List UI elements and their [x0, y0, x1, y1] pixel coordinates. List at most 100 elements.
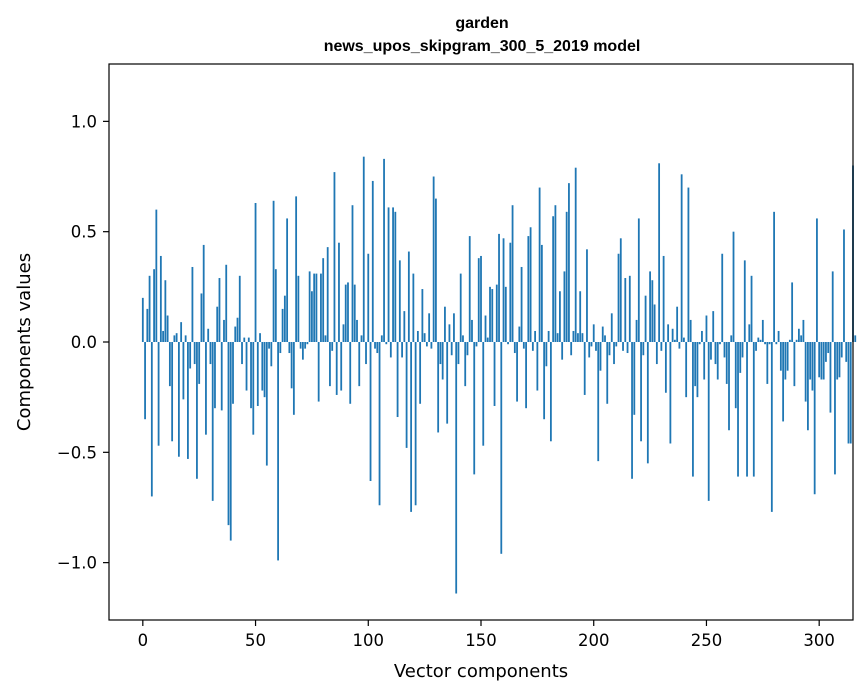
bar: [680, 174, 683, 342]
bar: [549, 342, 552, 442]
bar: [556, 333, 559, 342]
bar: [658, 163, 661, 342]
bar: [207, 328, 210, 342]
bar: [317, 342, 320, 402]
bar: [502, 238, 505, 342]
bar: [394, 211, 397, 342]
bar: [516, 342, 518, 402]
x-tick-label: 300: [803, 631, 835, 650]
bar: [838, 342, 841, 378]
y-axis-label: Components values: [14, 253, 35, 431]
bar: [595, 342, 597, 351]
bar: [847, 342, 850, 444]
bar: [157, 342, 160, 446]
bar: [536, 342, 539, 391]
bar: [214, 342, 216, 409]
bar: [455, 342, 458, 594]
bar: [256, 342, 259, 406]
bar: [703, 342, 706, 380]
bar: [374, 342, 376, 349]
bar: [746, 342, 748, 477]
bar: [631, 342, 633, 479]
x-tick-label: 0: [138, 631, 149, 650]
bar: [444, 306, 446, 342]
bar: [435, 198, 437, 342]
bar: [606, 342, 609, 404]
bar: [453, 313, 455, 342]
bar: [664, 342, 667, 393]
bar: [628, 275, 631, 342]
bar: [220, 342, 223, 411]
bar: [425, 342, 428, 347]
bar: [617, 253, 620, 342]
y-tick-label: 1.0: [71, 112, 97, 131]
bar: [739, 342, 742, 373]
bar: [466, 342, 469, 356]
bar: [807, 342, 809, 431]
bar: [655, 342, 658, 365]
bar: [734, 342, 737, 409]
bar: [527, 236, 530, 342]
bar: [324, 335, 327, 342]
bar: [491, 289, 494, 342]
bar: [676, 306, 679, 342]
bar: [719, 342, 721, 345]
bar: [168, 342, 171, 387]
bar: [277, 342, 279, 561]
bar: [389, 342, 392, 358]
x-axis-label: Vector components: [394, 661, 568, 682]
bar: [484, 315, 487, 342]
bar: [529, 227, 532, 342]
bar: [840, 342, 843, 358]
bar: [525, 342, 527, 409]
bar: [367, 253, 370, 342]
bar: [545, 342, 548, 367]
bar: [624, 278, 627, 342]
bar: [200, 293, 203, 342]
bar: [495, 284, 498, 342]
bar: [811, 342, 814, 391]
bar: [793, 342, 796, 387]
y-tick-label: −1.0: [57, 554, 97, 573]
bar: [380, 335, 383, 342]
bar: [604, 335, 606, 342]
bar: [155, 209, 158, 342]
bar: [477, 258, 480, 342]
bar: [254, 203, 257, 342]
bar: [290, 342, 293, 389]
bar: [437, 342, 440, 433]
bar: [313, 273, 316, 342]
bar: [232, 342, 234, 404]
bar: [671, 328, 674, 342]
bar: [552, 216, 555, 342]
bar: [378, 342, 381, 506]
bar: [777, 330, 780, 342]
x-tick-label: 100: [353, 631, 385, 650]
bar: [649, 271, 651, 342]
bar: [644, 295, 647, 342]
bar: [827, 342, 830, 354]
bar: [786, 342, 789, 371]
bar: [633, 342, 636, 415]
bar: [592, 324, 595, 342]
bar: [802, 319, 805, 342]
bar: [360, 335, 363, 342]
bar: [784, 342, 787, 380]
bar: [301, 342, 304, 360]
bar: [816, 218, 818, 342]
bar: [716, 342, 719, 380]
bar: [329, 342, 331, 387]
bar: [568, 183, 570, 342]
bar: [642, 342, 645, 356]
bar: [518, 326, 521, 342]
bar: [471, 319, 473, 342]
bar: [818, 342, 821, 378]
bar: [590, 342, 593, 347]
bar: [764, 342, 766, 345]
bar: [601, 326, 604, 342]
bar: [660, 342, 663, 351]
bar: [651, 280, 654, 342]
bar: [446, 342, 449, 424]
bar: [371, 180, 374, 342]
bar: [428, 313, 431, 342]
